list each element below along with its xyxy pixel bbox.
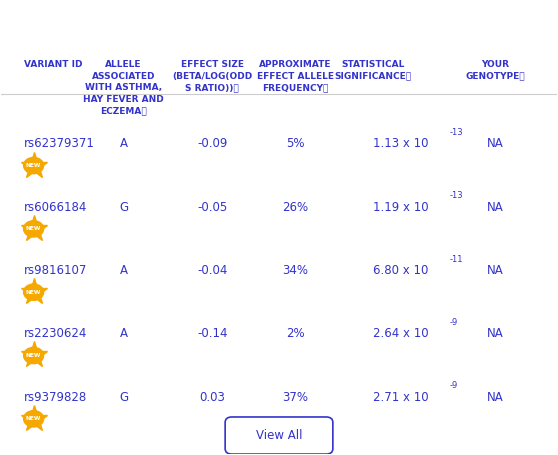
Circle shape — [23, 347, 44, 364]
Text: G: G — [119, 201, 128, 214]
Text: NEW: NEW — [26, 226, 41, 231]
Text: -0.04: -0.04 — [197, 264, 228, 277]
Text: NA: NA — [487, 137, 504, 150]
Text: -9: -9 — [450, 318, 458, 327]
Text: NEW: NEW — [26, 353, 41, 358]
Text: -0.09: -0.09 — [197, 137, 228, 150]
Circle shape — [23, 284, 44, 300]
Text: 5%: 5% — [286, 137, 305, 150]
Text: 2.71 x 10: 2.71 x 10 — [373, 390, 429, 404]
Text: NA: NA — [487, 327, 504, 340]
Text: rs9816107: rs9816107 — [23, 264, 87, 277]
Text: -11: -11 — [450, 255, 464, 263]
Text: NEW: NEW — [26, 163, 41, 168]
Text: A: A — [119, 137, 128, 150]
Text: A: A — [119, 264, 128, 277]
Text: VARIANT ID: VARIANT ID — [23, 60, 82, 69]
Text: ALLELE
ASSOCIATED
WITH ASTHMA,
HAY FEVER AND
ECZEMAⓘ: ALLELE ASSOCIATED WITH ASTHMA, HAY FEVER… — [83, 60, 164, 115]
Circle shape — [23, 157, 44, 174]
Text: 6.80 x 10: 6.80 x 10 — [373, 264, 429, 277]
Text: A: A — [119, 327, 128, 340]
Text: -0.05: -0.05 — [197, 201, 228, 214]
Text: 1.13 x 10: 1.13 x 10 — [373, 137, 429, 150]
Text: 2%: 2% — [286, 327, 305, 340]
Text: 37%: 37% — [283, 390, 309, 404]
Text: APPROXIMATE
EFFECT ALLELE
FREQUENCYⓘ: APPROXIMATE EFFECT ALLELE FREQUENCYⓘ — [257, 60, 334, 92]
Text: YOUR
GENOTYPEⓘ: YOUR GENOTYPEⓘ — [466, 60, 525, 81]
Text: -0.14: -0.14 — [197, 327, 228, 340]
FancyBboxPatch shape — [225, 417, 333, 454]
Text: rs62379371: rs62379371 — [23, 137, 94, 150]
Text: rs2230624: rs2230624 — [23, 327, 87, 340]
Text: View All: View All — [256, 429, 302, 442]
Text: NEW: NEW — [26, 290, 41, 295]
Text: -13: -13 — [450, 192, 464, 200]
Text: 0.03: 0.03 — [199, 390, 225, 404]
Text: EFFECT SIZE
(BETA/LOG(ODD
S RATIO))ⓘ: EFFECT SIZE (BETA/LOG(ODD S RATIO))ⓘ — [172, 60, 253, 92]
Text: NA: NA — [487, 264, 504, 277]
Text: 34%: 34% — [283, 264, 309, 277]
Text: 2.64 x 10: 2.64 x 10 — [373, 327, 429, 340]
Text: 26%: 26% — [282, 201, 309, 214]
Text: -13: -13 — [450, 128, 464, 137]
Text: rs9379828: rs9379828 — [23, 390, 87, 404]
Text: rs6066184: rs6066184 — [23, 201, 87, 214]
Text: NA: NA — [487, 201, 504, 214]
Circle shape — [23, 411, 44, 427]
Text: STATISTICAL
SIGNIFICANCEⓘ: STATISTICAL SIGNIFICANCEⓘ — [335, 60, 412, 81]
Text: NEW: NEW — [26, 416, 41, 421]
Text: -9: -9 — [450, 381, 458, 390]
Text: G: G — [119, 390, 128, 404]
Text: NA: NA — [487, 390, 504, 404]
Circle shape — [23, 221, 44, 237]
Text: 1.19 x 10: 1.19 x 10 — [373, 201, 429, 214]
